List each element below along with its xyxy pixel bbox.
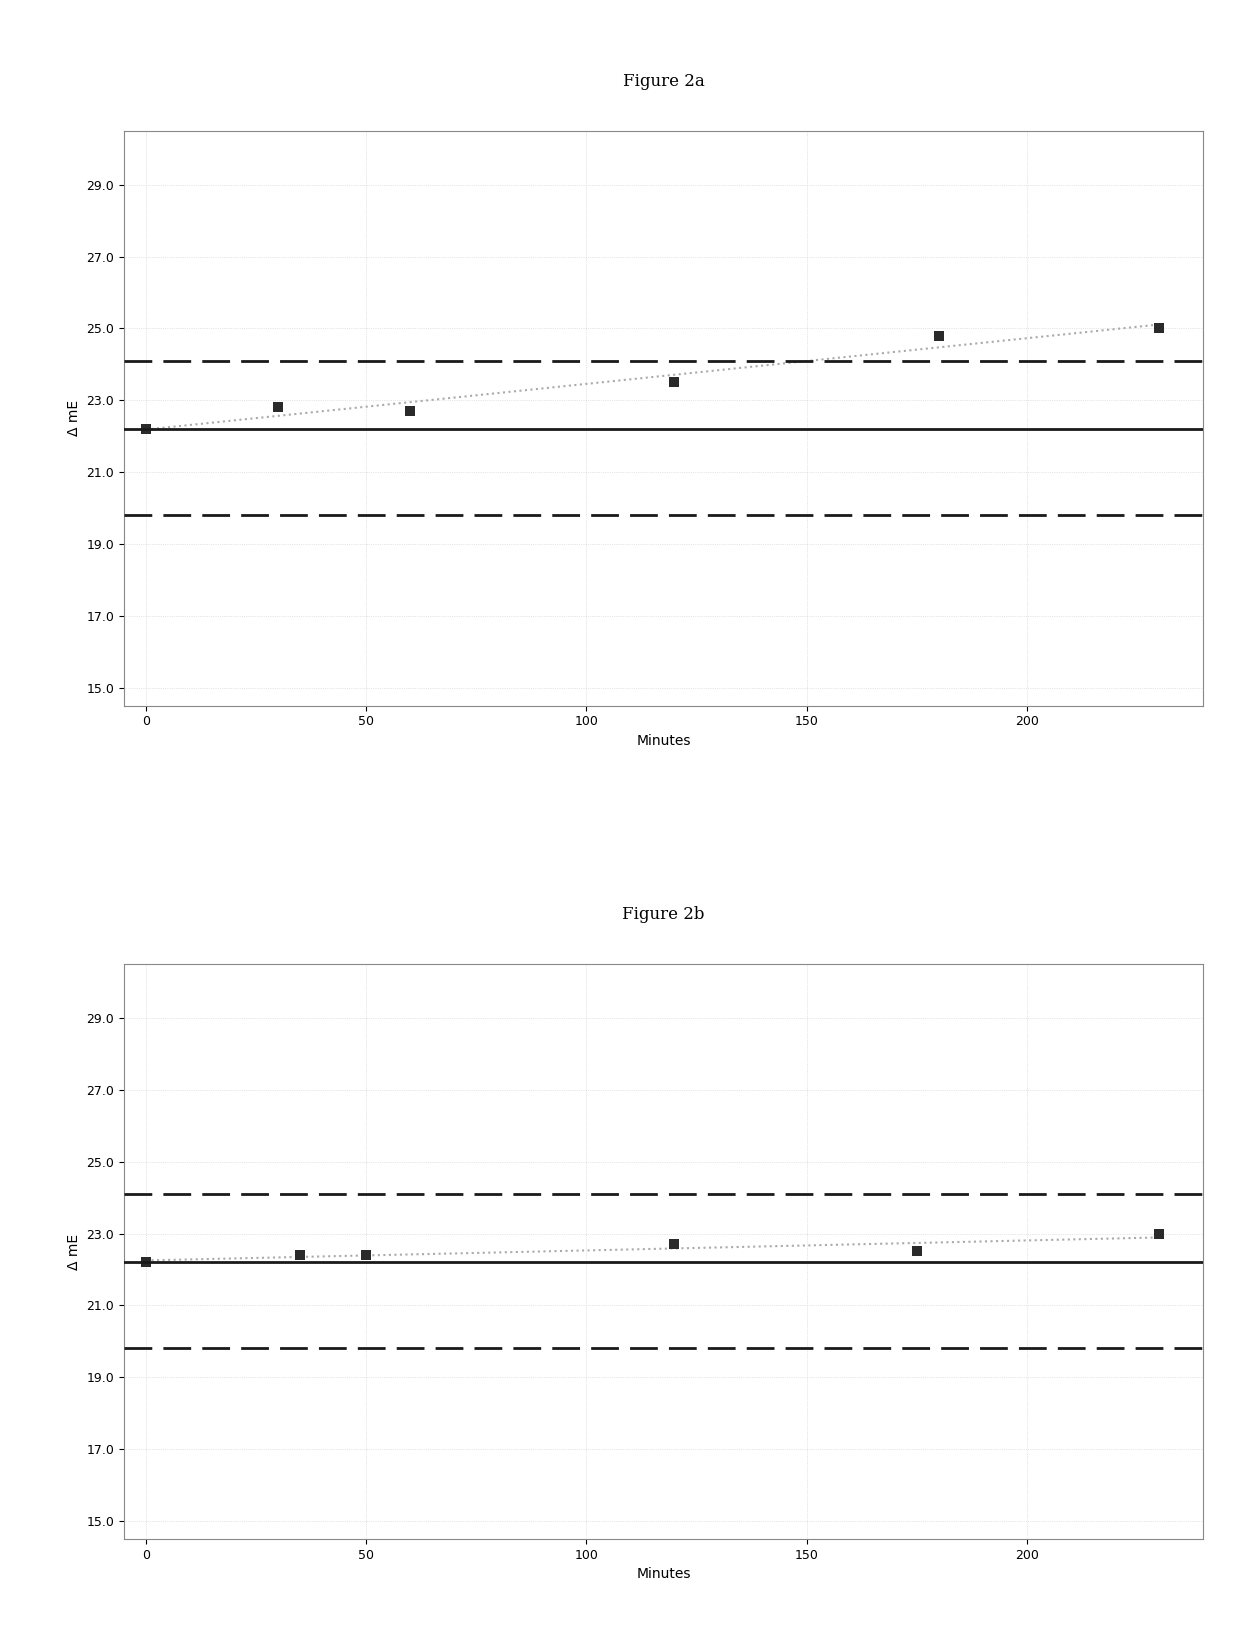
Text: Figure 2b: Figure 2b: [622, 907, 704, 923]
Point: [136, 416, 156, 442]
Point: [1148, 1221, 1168, 1247]
Point: [1148, 316, 1168, 342]
Point: [906, 1238, 926, 1264]
Y-axis label: Δ mE: Δ mE: [67, 399, 81, 437]
Y-axis label: Δ mE: Δ mE: [67, 1233, 81, 1270]
Text: Figure 2a: Figure 2a: [622, 74, 704, 90]
Point: [665, 1231, 684, 1257]
Point: [290, 1242, 310, 1269]
Point: [268, 395, 288, 421]
Point: [401, 398, 420, 424]
Point: [136, 1249, 156, 1275]
Point: [356, 1242, 376, 1269]
X-axis label: Minutes: Minutes: [636, 733, 691, 748]
X-axis label: Minutes: Minutes: [636, 1567, 691, 1581]
Point: [929, 322, 949, 349]
Point: [665, 370, 684, 396]
